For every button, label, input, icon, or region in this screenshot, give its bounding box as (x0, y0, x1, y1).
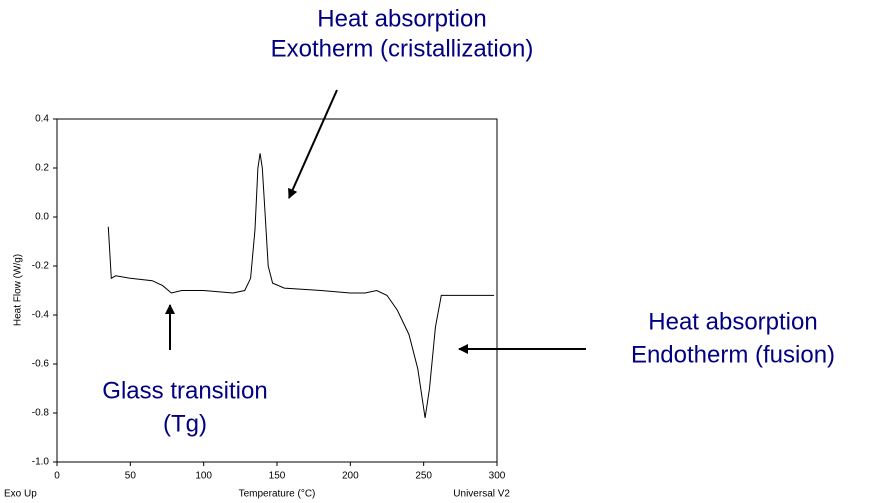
x-tick-label: 50 (125, 471, 137, 482)
y-tick-label: -0.4 (32, 310, 50, 321)
annotation: Glass transition (102, 377, 267, 404)
annotation: (Tg) (163, 410, 207, 437)
y-tick-label: -0.6 (32, 359, 50, 370)
y-tick-label: -0.2 (32, 261, 50, 272)
footer-left: Exo Up (4, 489, 37, 500)
y-tick-label: -1.0 (32, 457, 50, 468)
arrow (288, 89, 338, 199)
plot-frame (56, 118, 498, 463)
y-axis-label: Heat Flow (W/g) (13, 254, 24, 326)
annotation: Endotherm (fusion) (631, 341, 835, 368)
y-tick-label: 0.0 (35, 212, 49, 223)
annotation: Heat absorption (648, 308, 817, 335)
annotation: Exotherm (cristallization) (271, 35, 534, 62)
x-axis-label: Temperature (°C) (239, 489, 316, 500)
y-tick-label: -0.8 (32, 408, 50, 419)
x-tick-label: 100 (195, 471, 212, 482)
x-tick-label: 300 (489, 471, 506, 482)
x-tick-label: 250 (415, 471, 432, 482)
annotation: Heat absorption (317, 5, 486, 32)
footer-right: Universal V2 (453, 489, 510, 500)
x-tick-label: 200 (342, 471, 359, 482)
x-tick-label: 0 (54, 471, 60, 482)
y-tick-label: 0.4 (35, 114, 49, 125)
x-tick-label: 150 (269, 471, 286, 482)
heat-flow-curve (107, 153, 495, 418)
y-tick-label: 0.2 (35, 163, 49, 174)
